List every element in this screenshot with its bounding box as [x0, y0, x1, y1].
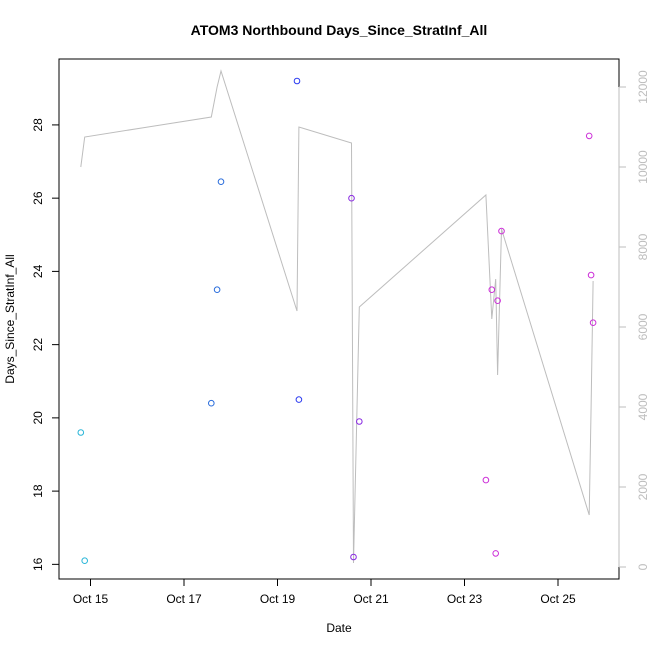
scatter-point: [77, 429, 85, 436]
x-tick-label: Oct 25: [540, 592, 576, 606]
scatter-point: [217, 178, 225, 185]
scatter-point: [482, 476, 490, 484]
x-tick-label: Oct 15: [73, 592, 109, 606]
scatter-point: [585, 132, 593, 140]
scatter-point: [498, 227, 505, 235]
x-tick-label: Oct 17: [166, 592, 202, 606]
scatter-point: [488, 286, 496, 294]
x-axis-label: Date: [326, 621, 352, 635]
y-axis-left: 16 18 20 22 24 26 28: [31, 118, 60, 571]
scatter-point: [587, 271, 595, 279]
scatter-point: [348, 194, 355, 202]
scatter-point: [494, 297, 501, 305]
line-series: [80, 69, 594, 564]
scatter-point: [492, 550, 500, 557]
y-tick-label: 28: [31, 118, 45, 132]
y2-tick-label: 10000: [636, 150, 650, 184]
y-tick-label: 18: [31, 484, 45, 498]
y-axis-label: Days_Since_StratInf_All: [3, 254, 17, 383]
chart-title: ATOM3 Northbound Days_Since_StratInf_All: [191, 22, 488, 38]
y-tick-label: 24: [31, 264, 45, 278]
scatter-point: [81, 557, 88, 565]
y-tick-label: 22: [31, 338, 45, 352]
scatter-point: [208, 399, 215, 407]
scatter-points: [77, 77, 597, 565]
y-tick-label: 20: [31, 411, 45, 425]
scatter-point: [213, 286, 221, 294]
scatter-point: [295, 396, 303, 403]
scatter-point: [350, 553, 357, 561]
y2-tick-label: 6000: [636, 313, 650, 340]
x-tick-label: Oct 23: [447, 592, 483, 606]
x-axis: Oct 15 Oct 17 Oct 19 Oct 21 Oct 23 Oct 25: [73, 578, 576, 606]
y-axis-right: 0 2000 4000 6000 8000 10000 12000: [618, 70, 650, 570]
x-tick-label: Oct 19: [260, 592, 296, 606]
plot-frame: [58, 58, 620, 580]
y2-tick-label: 2000: [636, 473, 650, 500]
y-tick-label: 16: [31, 557, 45, 571]
y2-tick-label: 0: [636, 563, 650, 570]
y2-tick-label: 8000: [636, 233, 650, 260]
scatter-point: [356, 418, 363, 425]
scatter-point: [293, 77, 301, 85]
line-series-path: [80, 69, 594, 564]
y2-tick-label: 4000: [636, 393, 650, 420]
y-tick-label: 26: [31, 191, 45, 205]
y2-tick-label: 12000: [636, 70, 650, 104]
x-tick-label: Oct 21: [353, 592, 389, 606]
scatter-point: [589, 319, 597, 327]
